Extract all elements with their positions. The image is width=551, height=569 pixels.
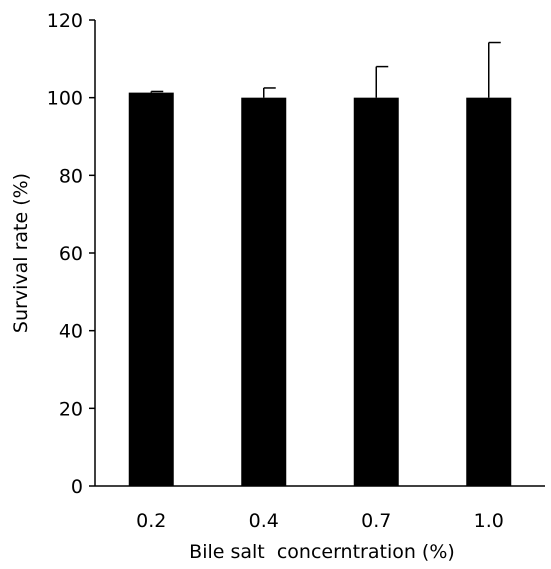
y-axis-label: Survival rate (%) <box>10 173 32 333</box>
x-axis-label: Bile salt concerntration (%) <box>189 541 455 563</box>
y-tick-label-0: 0 <box>71 476 83 498</box>
y-tick-label-60: 60 <box>59 243 83 265</box>
y-tick-label-20: 20 <box>59 398 83 420</box>
bar-0.4 <box>241 97 287 487</box>
y-tick-label-100: 100 <box>47 88 83 110</box>
bar-0.7 <box>353 97 399 487</box>
y-tick-label-120: 120 <box>47 10 83 32</box>
x-ticks-layer: 0.2 0.4 0.7 1.0 <box>136 510 504 532</box>
x-tick-label-0.4: 0.4 <box>249 510 279 532</box>
x-tick-label-0.2: 0.2 <box>136 510 166 532</box>
bars-layer <box>128 92 512 487</box>
y-tick-label-80: 80 <box>59 165 83 187</box>
error-bars-layer <box>150 41 501 98</box>
y-tick-label-40: 40 <box>59 321 83 343</box>
y-ticks-layer: 0 20 40 60 80 100 120 <box>47 10 95 498</box>
x-tick-label-1.0: 1.0 <box>474 510 504 532</box>
x-tick-label-0.7: 0.7 <box>361 510 391 532</box>
bar-0.2 <box>128 92 174 486</box>
bar-1.0 <box>466 97 512 487</box>
